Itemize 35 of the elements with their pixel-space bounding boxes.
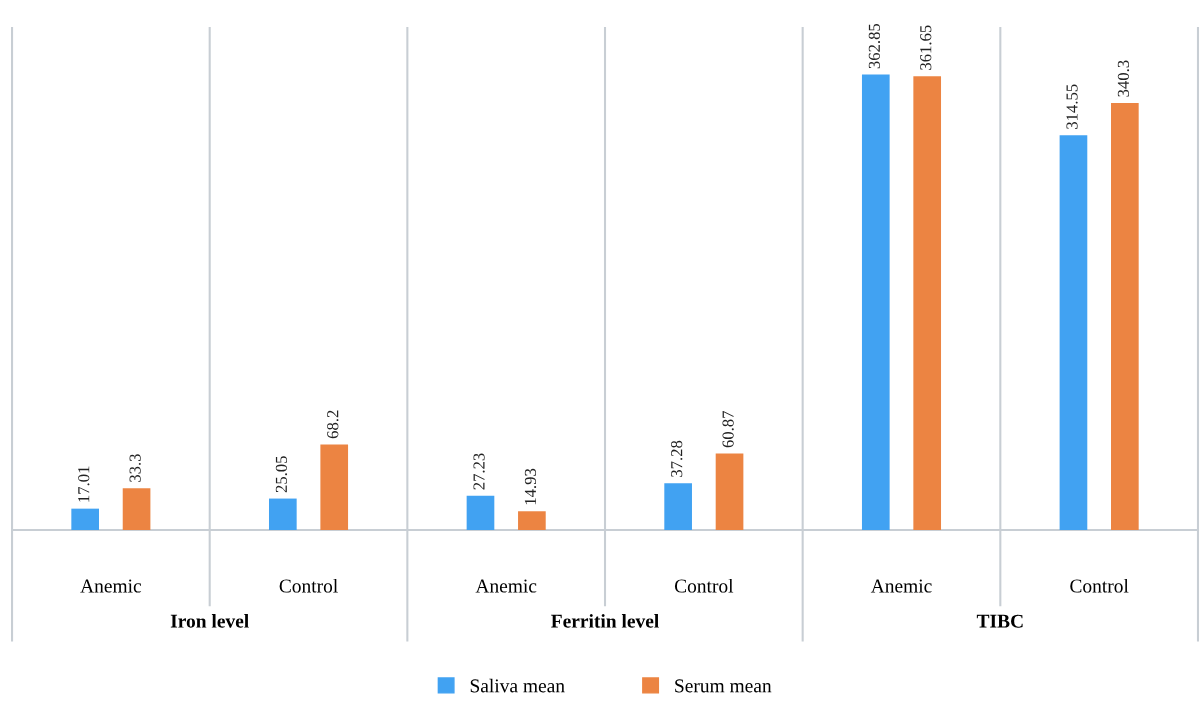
data-label: 68.2 [327, 410, 339, 439]
x-tick-label: Control [1070, 578, 1129, 593]
x-tick-label: Anemic [475, 579, 537, 593]
bar [320, 444, 349, 530]
x-tick-label: Control [279, 578, 338, 593]
bar [518, 511, 546, 530]
x-tick-label: Control [674, 578, 734, 593]
bar [913, 76, 942, 530]
text: Ferritin level [551, 614, 659, 628]
legend-label: Saliva mean [470, 678, 565, 693]
bar [715, 453, 744, 530]
bar [268, 498, 297, 530]
bar [71, 508, 100, 530]
data-label: 37.28 [671, 440, 683, 477]
bar [664, 483, 692, 530]
text: Iron level [170, 614, 249, 628]
data-label: 340.3 [1117, 60, 1130, 97]
data-label: 362.85 [868, 23, 881, 69]
bar [466, 495, 495, 530]
data-label: 14.93 [524, 468, 537, 505]
x-tick-label: Anemic [870, 579, 932, 593]
x-tick-label: Anemic [80, 579, 142, 593]
legend-label: Serum mean [675, 679, 772, 693]
data-label: 314.55 [1066, 84, 1078, 129]
data-label: 25.05 [275, 456, 288, 493]
data-label: 33.3 [129, 454, 141, 482]
data-label: 17.01 [78, 466, 90, 502]
bar [861, 74, 890, 530]
bar [122, 488, 151, 530]
text: TIBC [976, 614, 1023, 628]
data-label: 27.23 [473, 453, 485, 490]
data-label: 60.87 [722, 411, 734, 448]
data-label: 361.65 [920, 25, 932, 70]
bar [1059, 135, 1088, 530]
bar [1111, 102, 1139, 530]
